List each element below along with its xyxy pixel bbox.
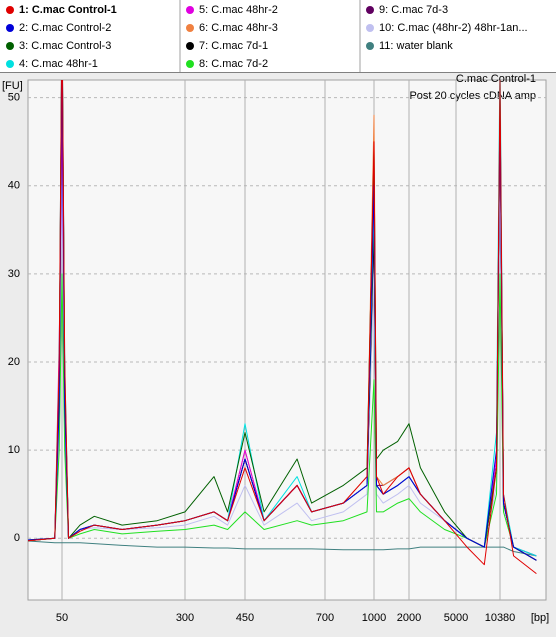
legend-swatch bbox=[186, 6, 194, 14]
x-tick-label: 300 bbox=[176, 612, 194, 624]
traces bbox=[28, 80, 537, 574]
plot-area bbox=[27, 79, 547, 601]
y-axis-label: [FU] bbox=[2, 80, 23, 92]
chart-subtitle: Post 20 cycles cDNA amp bbox=[409, 90, 536, 102]
legend-panel bbox=[0, 0, 556, 72]
chart-title: C.mac Control-1 bbox=[456, 73, 536, 85]
x-tick-label: 50 bbox=[56, 612, 68, 624]
y-tick-label: 20 bbox=[8, 356, 20, 368]
x-tick-label: 5000 bbox=[444, 612, 468, 624]
legend-swatch bbox=[366, 24, 374, 32]
legend-label[interactable]: 3: C.mac Control-3 bbox=[19, 40, 111, 52]
legend-swatch bbox=[366, 6, 374, 14]
legend-swatch bbox=[6, 6, 14, 14]
legend-swatch bbox=[186, 60, 194, 68]
legend-swatch bbox=[6, 60, 14, 68]
trace bbox=[28, 540, 537, 557]
legend-swatch bbox=[366, 42, 374, 50]
x-tick-label: 450 bbox=[236, 612, 254, 624]
x-tick-label: 1000 bbox=[362, 612, 386, 624]
y-tick-label: 10 bbox=[8, 444, 20, 456]
x-tick-label: 700 bbox=[316, 612, 334, 624]
legend-label[interactable]: 7: C.mac 7d-1 bbox=[199, 40, 268, 52]
x-tick-label: 2000 bbox=[397, 612, 421, 624]
legend-label[interactable]: 2: C.mac Control-2 bbox=[19, 22, 111, 34]
legend-label[interactable]: 8: C.mac 7d-2 bbox=[199, 58, 268, 70]
legend-label[interactable]: 5: C.mac 48hr-2 bbox=[199, 4, 278, 16]
legend-swatch bbox=[6, 42, 14, 50]
legend-swatch bbox=[186, 42, 194, 50]
legend-label[interactable]: 1: C.mac Control-1 bbox=[19, 4, 117, 16]
y-tick-label: 50 bbox=[8, 92, 20, 104]
y-tick-label: 40 bbox=[8, 180, 20, 192]
legend-swatch bbox=[6, 24, 14, 32]
x-axis-label: [bp] bbox=[531, 612, 549, 624]
legend-label[interactable]: 9: C.mac 7d-3 bbox=[379, 4, 448, 16]
y-tick-label: 30 bbox=[8, 268, 20, 280]
x-tick-label: 10380 bbox=[485, 612, 516, 624]
legend-swatch bbox=[186, 24, 194, 32]
legend-label[interactable]: 4: C.mac 48hr-1 bbox=[19, 58, 98, 70]
legend-label[interactable]: 10: C.mac (48hr-2) 48hr-1an... bbox=[379, 22, 528, 34]
trace bbox=[28, 80, 537, 574]
legend-label[interactable]: 6: C.mac 48hr-3 bbox=[199, 22, 278, 34]
legend-label[interactable]: 11: water blank bbox=[379, 40, 453, 52]
y-tick-label: 0 bbox=[14, 532, 20, 544]
